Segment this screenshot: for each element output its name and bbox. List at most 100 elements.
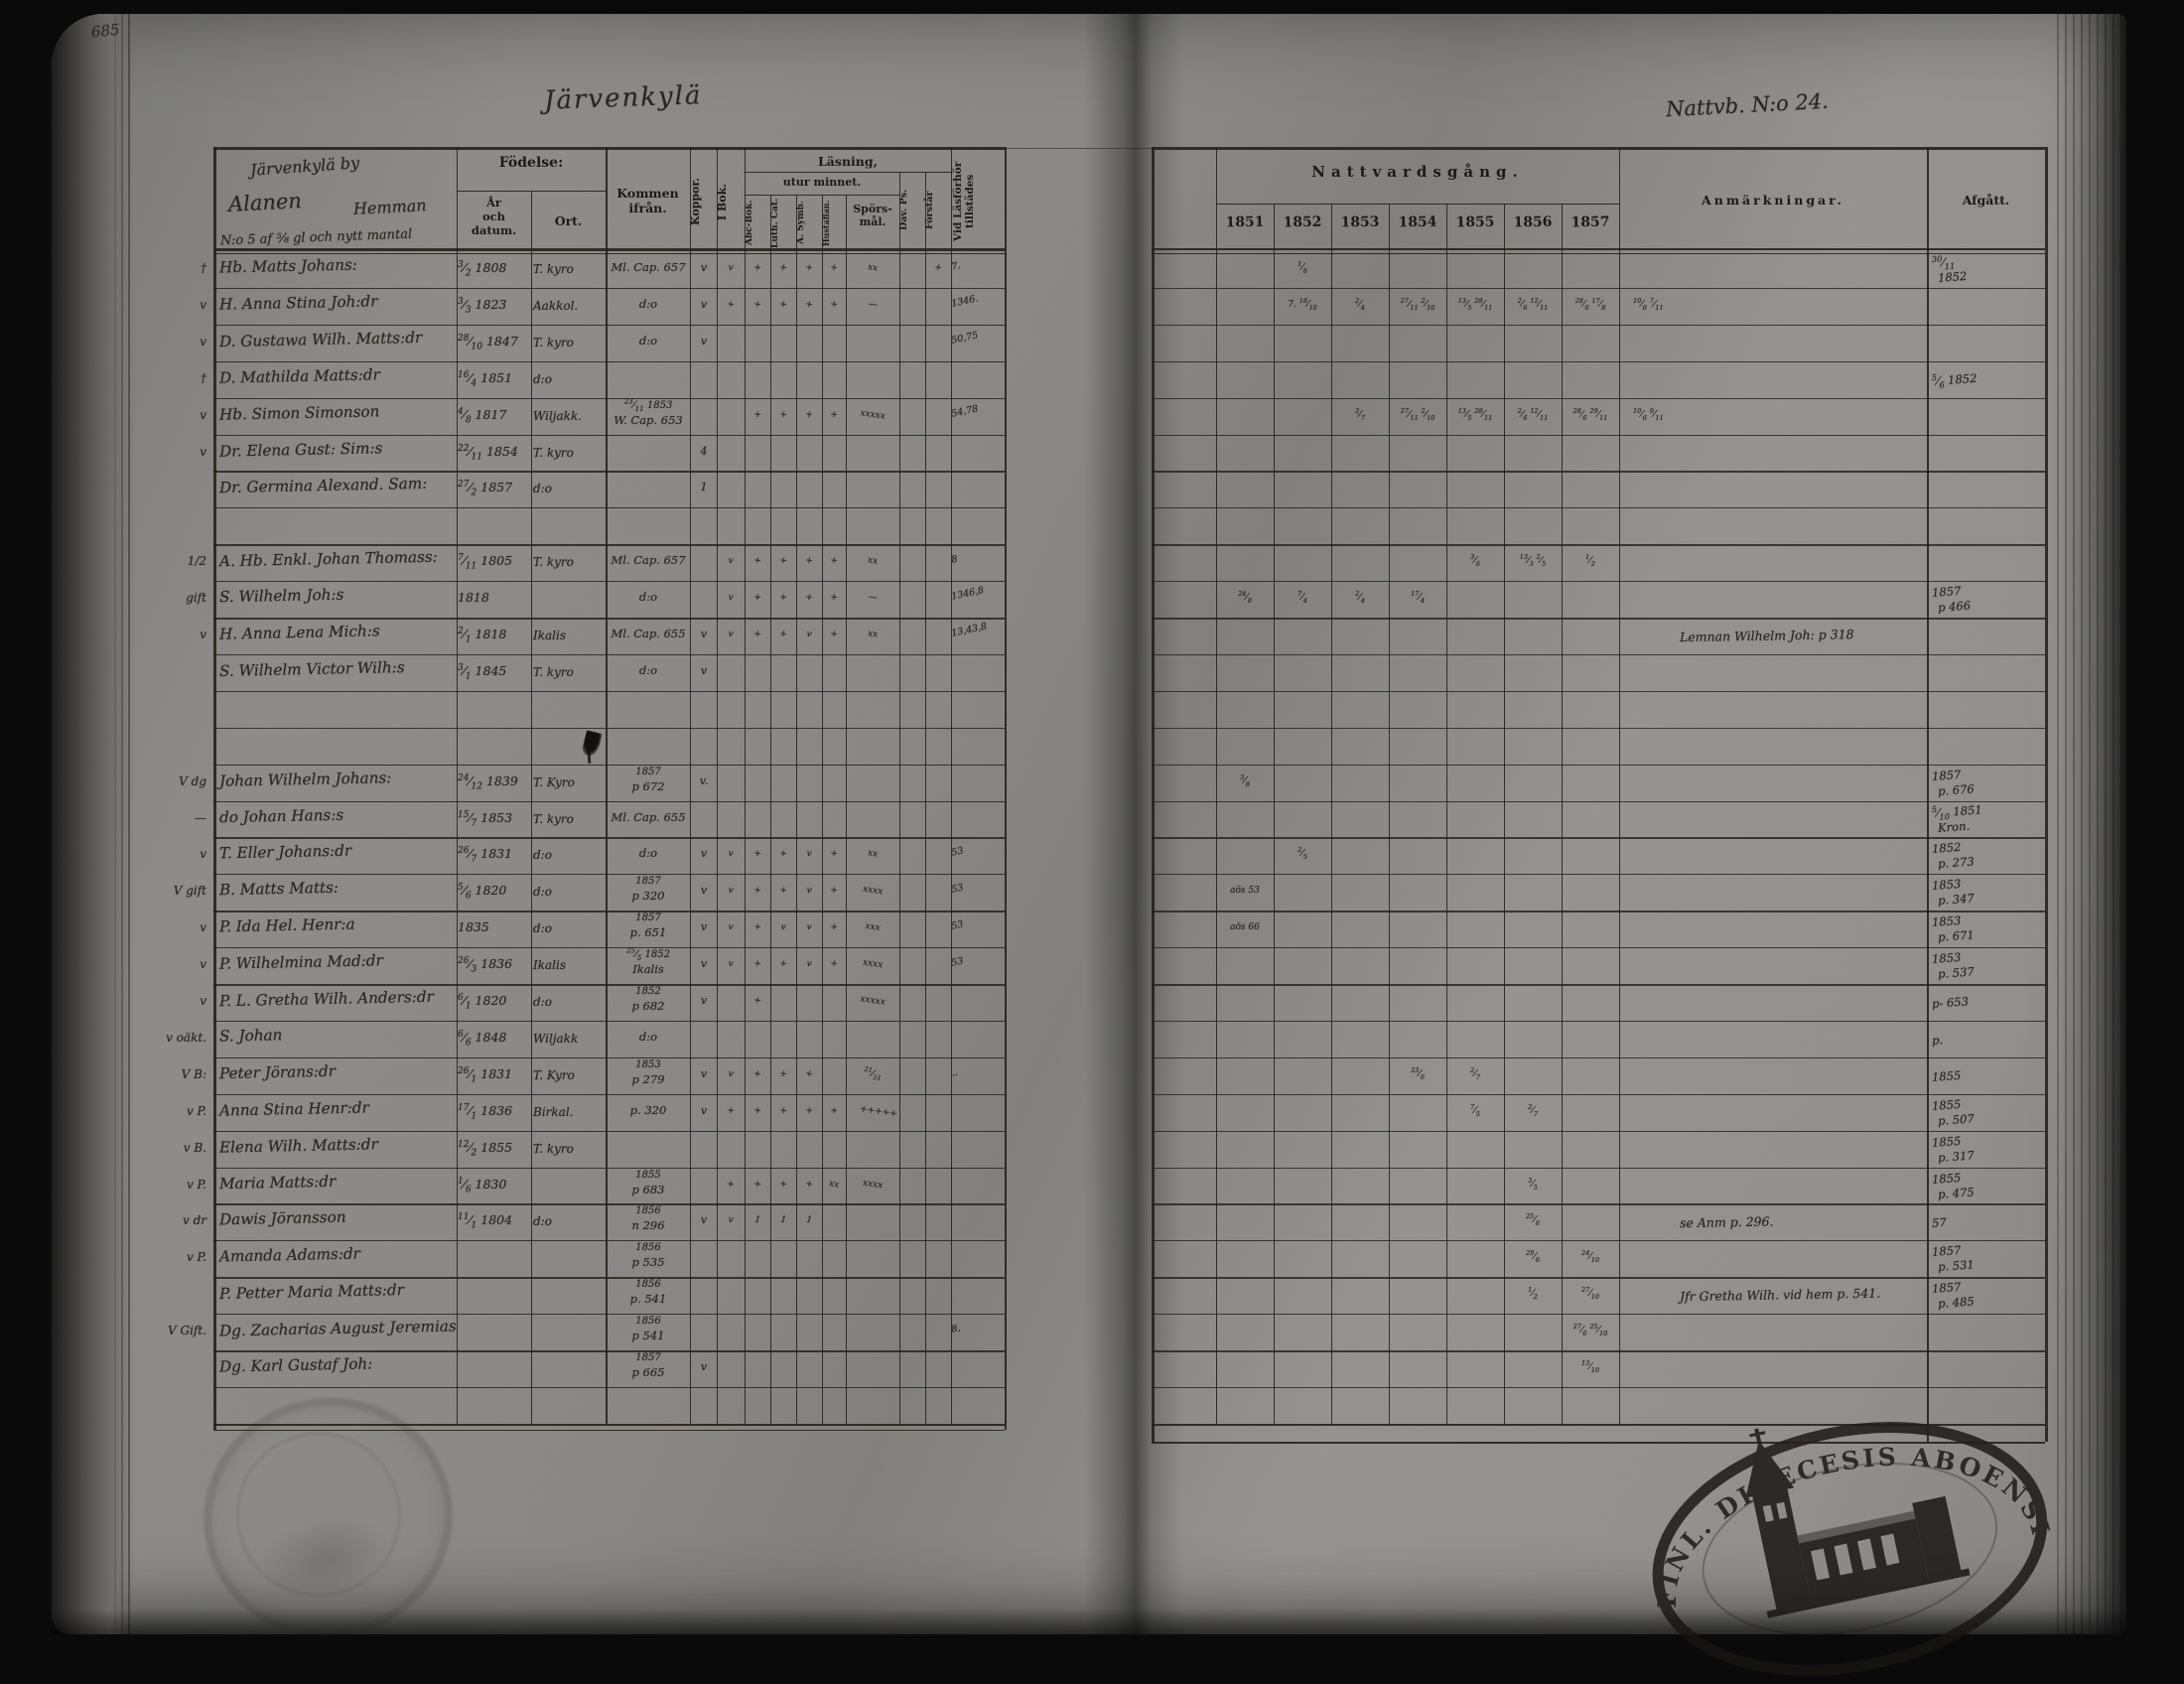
reading-mark: +: [829, 848, 839, 860]
grid-line-horizontal: [457, 191, 606, 193]
reading-mark: —: [867, 592, 879, 604]
communion-date: 17⁄4: [1411, 590, 1425, 605]
reading-mark: +: [778, 1068, 788, 1080]
reading-mark: +: [752, 958, 762, 970]
kommen-ifran-line1: 1856: [635, 1205, 661, 1217]
communion-date-overflow: 10⁄6 9⁄11: [1633, 406, 1664, 422]
reading-mark: v: [727, 629, 735, 640]
grid-line-horizontal: [1152, 544, 2045, 546]
reading-mark: v: [727, 958, 735, 970]
grid-line-vertical: [213, 147, 216, 1430]
grid-line-horizontal: [213, 253, 1005, 255]
row-margin-mark: V B:: [181, 1066, 206, 1081]
person-name: T. Eller Johans:dr: [218, 841, 352, 863]
grid-line-horizontal: [745, 195, 899, 196]
birth-date: 26⁄1 1831: [458, 1065, 513, 1085]
column-header-ar-och-datum: År och datum.: [471, 196, 517, 238]
communion-date: 28⁄6 29⁄11: [1572, 406, 1608, 422]
reading-mark: +: [778, 299, 788, 311]
communion-date: 3⁄8: [1240, 772, 1250, 788]
grid-line-horizontal: [213, 397, 1005, 400]
grid-line-vertical: [1005, 147, 1008, 1430]
grid-line-horizontal: [1152, 1093, 2045, 1095]
kommen-ifran-line1: 25⁄5 1852: [625, 945, 671, 963]
column-header-abc-bok: Abc-Bok.: [745, 200, 754, 246]
grid-line-vertical: [846, 195, 847, 1424]
diocese-stamp: FINL. DIOECESIS ABOENSIS. MAGN.: [1590, 1352, 2056, 1676]
grid-line-horizontal: [213, 984, 1005, 986]
reading-mark: +: [829, 921, 839, 933]
birth-place: Ikalis: [533, 629, 566, 642]
koppor-mark: 4: [700, 444, 708, 458]
reading-mark: +: [778, 1179, 788, 1190]
grid-line-horizontal: [1152, 1203, 2045, 1205]
person-name: P. Wilhelmina Mad:dr: [218, 951, 383, 973]
grid-line-horizontal: [1152, 434, 2045, 436]
left-page-script-title: Järvenkylä: [543, 80, 703, 116]
kommen-ifran-line1: 23⁄11 1853: [623, 396, 673, 413]
column-header-nattvardsgang: Nattvardsgång.: [1311, 163, 1524, 181]
reading-mark: v: [727, 1068, 735, 1080]
reading-mark: +: [752, 299, 762, 311]
person-name: H. Anna Lena Mich:s: [218, 622, 380, 643]
reading-mark: +: [752, 995, 762, 1007]
column-header-koppor: Koppor.: [689, 178, 702, 225]
communion-date: aös 53: [1230, 886, 1260, 897]
vid-lasforhor-value: 53: [950, 918, 965, 932]
grid-line-horizontal: [1152, 1350, 2045, 1352]
birth-place: Aakkol.: [533, 298, 579, 313]
reading-mark: +: [778, 262, 788, 274]
reading-mark: +: [804, 409, 814, 421]
reading-mark: xx: [828, 1178, 840, 1191]
grid-line-horizontal: [213, 1430, 1005, 1432]
communion-date: aös 66: [1230, 922, 1260, 933]
reading-mark: xxxx: [862, 957, 884, 971]
reading-mark: +: [804, 592, 814, 604]
grid-line-vertical: [745, 147, 747, 1424]
birth-date: 2⁄1 1818: [458, 626, 507, 645]
grid-line-horizontal: [1152, 248, 2045, 251]
vid-lasforhor-value: 53: [950, 845, 965, 860]
birth-place: T. kyro: [533, 1141, 574, 1156]
communion-date: 7⁄4: [1297, 590, 1307, 605]
row-margin-mark: †: [201, 261, 206, 275]
grid-line-horizontal: [213, 507, 1005, 509]
birth-date: 26⁄3 1836: [458, 955, 513, 975]
person-name: B. Matts Matts:: [218, 879, 340, 900]
reading-mark: +: [829, 629, 839, 640]
grid-line-horizontal: [213, 147, 1005, 150]
koppor-mark: v: [700, 1213, 708, 1227]
row-margin-mark: v: [200, 957, 206, 972]
communion-date: 2⁄7: [1470, 1065, 1480, 1081]
grid-line-vertical: [770, 195, 771, 1424]
reading-mark: +: [778, 629, 788, 640]
communion-date: 7⁄5: [1470, 1102, 1480, 1118]
person-name: S. Wilhelm Joh:s: [218, 585, 344, 607]
grid-line-horizontal: [213, 727, 1005, 729]
koppor-mark: v: [700, 994, 708, 1007]
reading-mark: +: [726, 1179, 736, 1190]
birth-place: T. kyro: [533, 262, 574, 276]
grid-line-horizontal: [213, 1277, 1005, 1279]
row-margin-mark: †: [201, 370, 206, 385]
row-margin-mark: v: [200, 444, 206, 459]
reading-mark: +: [829, 1105, 839, 1117]
person-name: Elena Wilh. Matts:dr: [218, 1134, 378, 1157]
row-margin-mark: gift: [186, 591, 206, 606]
reading-mark: +: [778, 958, 788, 970]
birth-date: 16⁄4 1851: [458, 369, 513, 389]
person-name: Dr. Elena Gust: Sim:s: [218, 438, 383, 461]
afgatt-value: p.: [1931, 1033, 1944, 1048]
grid-line-horizontal: [1152, 581, 2045, 583]
kommen-ifran: d:o: [638, 590, 658, 605]
communion-date: 3⁄6: [1470, 553, 1480, 568]
grid-line-horizontal: [213, 837, 1005, 840]
grid-line-horizontal: [1216, 204, 1619, 206]
vid-lasforhor-value: 53: [950, 882, 965, 897]
communion-date: 2⁄5: [1297, 846, 1307, 862]
grid-line-horizontal: [1152, 874, 2045, 876]
reading-mark: v: [727, 849, 735, 860]
grid-line-vertical: [531, 191, 533, 1424]
reading-mark: +: [752, 848, 762, 860]
column-header-i-bok: I Bok.: [716, 183, 729, 220]
